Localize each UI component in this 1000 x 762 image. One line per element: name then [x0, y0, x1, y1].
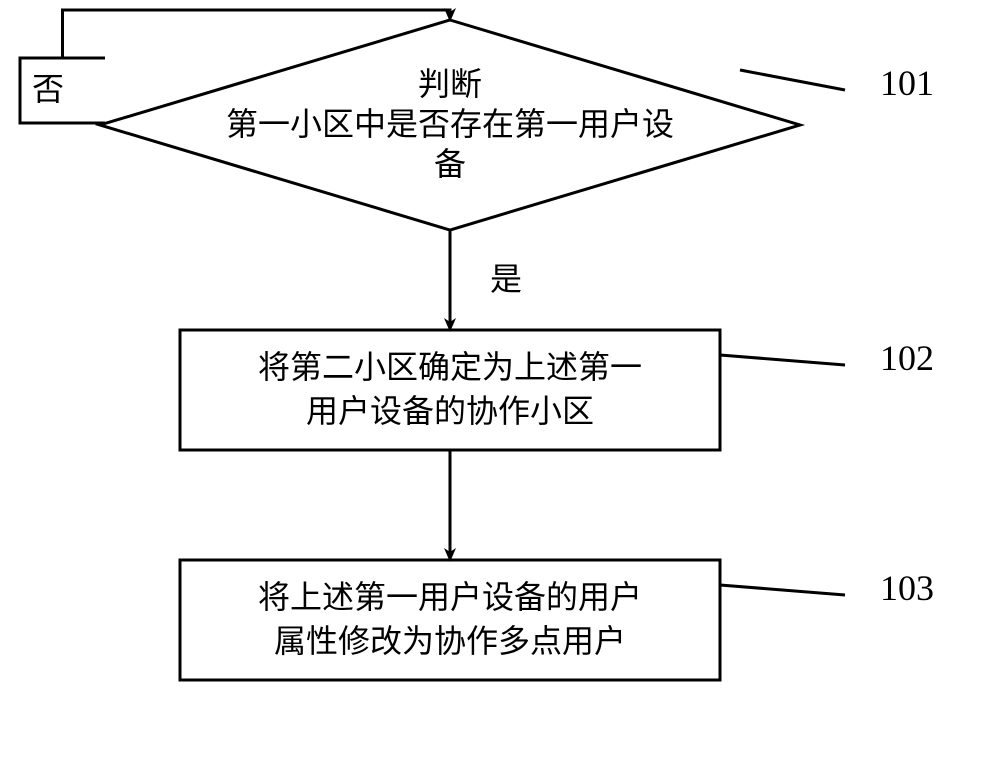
decision-line-1: 判断 [418, 66, 482, 102]
yes-label: 是 [490, 261, 522, 297]
decision-line-3: 备 [434, 146, 466, 182]
step-102-line-1: 将第二小区确定为上述第一 [258, 349, 642, 385]
step-102-line-2: 用户设备的协作小区 [306, 393, 594, 429]
step-103-box: 将上述第一用户设备的用户 属性修改为协作多点用户 [180, 560, 720, 680]
no-branch-box: 否 [20, 58, 105, 123]
decision-diamond: 判断 第一小区中是否存在第一用户设 备 [100, 20, 800, 230]
leader-102 [720, 355, 845, 365]
leader-103 [720, 585, 845, 595]
step-103-line-1: 将上述第一用户设备的用户 [258, 579, 642, 615]
label-101: 101 [880, 63, 934, 103]
step-102-box: 将第二小区确定为上述第一 用户设备的协作小区 [180, 330, 720, 450]
step-103-line-2: 属性修改为协作多点用户 [274, 623, 626, 659]
no-label: 否 [32, 71, 64, 107]
label-103: 103 [880, 568, 934, 608]
label-102: 102 [880, 338, 934, 378]
arrow-loop-back [63, 10, 451, 58]
decision-line-2: 第一小区中是否存在第一用户设 [226, 106, 674, 142]
leader-101 [740, 70, 845, 90]
